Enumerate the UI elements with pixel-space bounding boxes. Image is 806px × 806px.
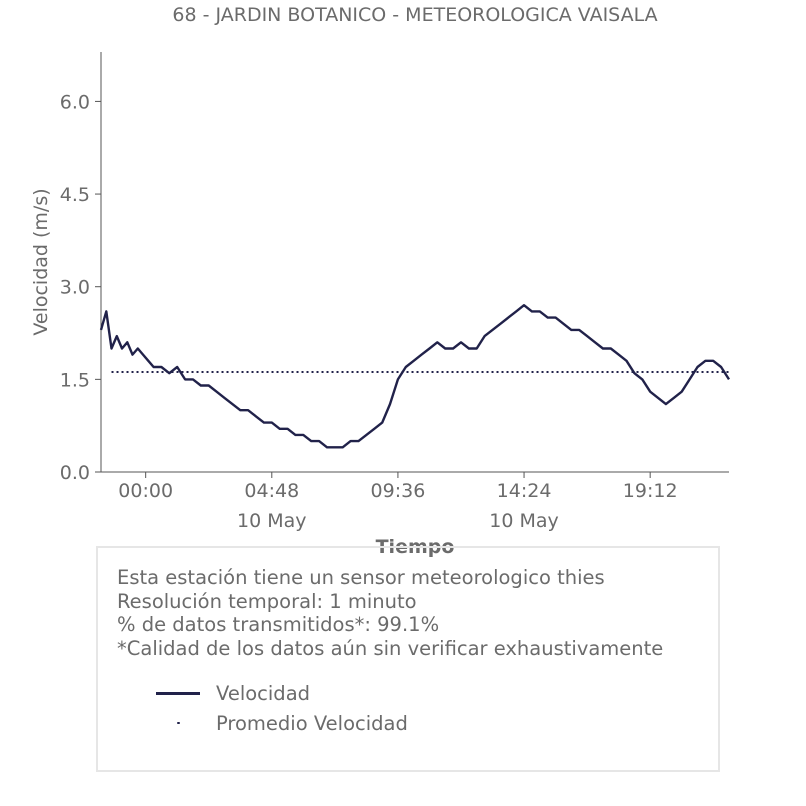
info-text: Esta estación tiene un sensor meteorolog… <box>117 566 663 660</box>
info-box: Esta estación tiene un sensor meteorolog… <box>96 546 720 772</box>
y-tick-label: 0.0 <box>60 462 90 484</box>
x-tick-label: 04:48 <box>244 480 299 502</box>
y-axis-label: Velocidad (m/s) <box>30 188 52 335</box>
legend-item-velocidad: Velocidad <box>156 681 310 705</box>
legend-label-velocidad: Velocidad <box>216 681 311 705</box>
x-tick-label: 14:24 <box>497 480 552 502</box>
legend-label-promedio: Promedio Velocidad <box>216 711 408 735</box>
legend-item-promedio: Promedio Velocidad <box>156 711 408 735</box>
y-axis-ticks: 0.0 1.5 3.0 4.5 6.0 <box>60 91 101 484</box>
info-line-quality: *Calidad de los datos aún sin verificar … <box>117 636 664 660</box>
chart-title: 68 - JARDIN BOTANICO - METEOROLOGICA VAI… <box>172 4 657 26</box>
x-tick-date-label: 10 May <box>489 510 559 532</box>
x-tick-label: 09:36 <box>371 480 426 502</box>
y-tick-label: 3.0 <box>60 277 90 299</box>
info-line-resolution: Resolución temporal: 1 minuto <box>117 589 417 613</box>
series-layer <box>99 304 731 449</box>
info-line-transmitted: % de datos transmitidos*: 99.1% <box>117 613 440 636</box>
plot-area: 0.0 1.5 3.0 4.5 6.0 00:00 04:48 10 May 09:36 14:… <box>60 52 731 532</box>
y-tick-label: 6.0 <box>60 91 90 113</box>
x-tick-date-label: 10 May <box>237 510 307 532</box>
y-tick-label: 1.5 <box>60 369 90 391</box>
x-axis-ticks: 00:00 04:48 10 May 09:36 14:24 10 May 19:12 <box>118 472 678 532</box>
series-velocidad-line <box>99 304 731 449</box>
legend-swatch-dotted-line <box>156 721 200 725</box>
x-tick-label: 00:00 <box>118 480 173 502</box>
x-tick-label: 19:12 <box>623 480 678 502</box>
legend-swatch-solid-line <box>156 691 200 695</box>
info-line-sensor: Esta estación tiene un sensor meteorolog… <box>117 566 605 589</box>
y-tick-label: 4.5 <box>60 184 90 206</box>
